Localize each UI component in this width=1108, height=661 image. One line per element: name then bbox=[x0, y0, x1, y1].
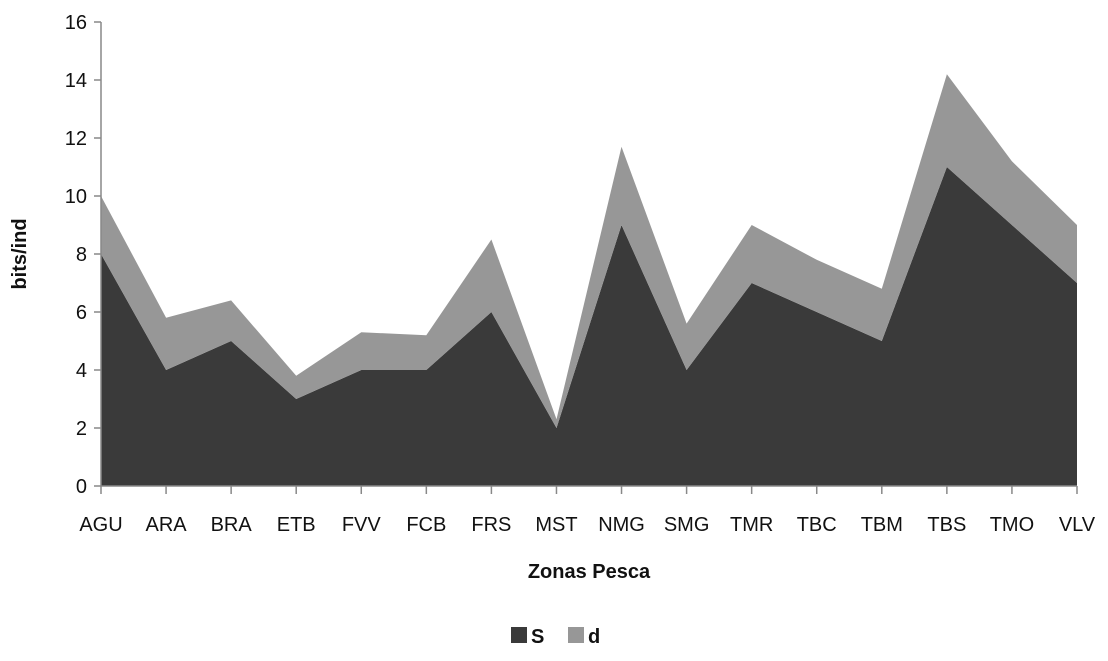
x-tick-label: TMO bbox=[990, 514, 1034, 536]
x-tick-label: ARA bbox=[146, 514, 188, 536]
x-tick-label: FCB bbox=[406, 514, 446, 536]
x-tick-label: NMG bbox=[598, 514, 645, 536]
x-tick-label: TMR bbox=[730, 514, 773, 536]
y-tick-label: 2 bbox=[76, 418, 87, 440]
y-tick-label: 4 bbox=[76, 360, 87, 382]
y-tick-label: 10 bbox=[65, 186, 87, 208]
x-tick-label: TBM bbox=[861, 514, 903, 536]
x-axis-title: Zonas Pesca bbox=[528, 561, 651, 583]
y-tick-label: 14 bbox=[65, 70, 87, 92]
x-tick-label: MST bbox=[535, 514, 577, 536]
y-tick-label: 8 bbox=[76, 244, 87, 266]
y-tick-label: 6 bbox=[76, 302, 87, 324]
x-tick-label: TBC bbox=[797, 514, 837, 536]
y-tick-label: 12 bbox=[65, 128, 87, 150]
y-axis-title: bits/ind bbox=[9, 218, 31, 289]
legend-swatch-d bbox=[568, 627, 584, 643]
x-tick-label: TBS bbox=[927, 514, 966, 536]
x-tick-label: FRS bbox=[471, 514, 511, 536]
legend-label-S: S bbox=[531, 626, 544, 648]
x-tick-label: BRA bbox=[211, 514, 253, 536]
legend-swatch-S bbox=[511, 627, 527, 643]
y-tick-label: 16 bbox=[65, 12, 87, 34]
x-tick-label: SMG bbox=[664, 514, 710, 536]
x-tick-label: VLV bbox=[1059, 514, 1096, 536]
y-tick-label: 0 bbox=[76, 476, 87, 498]
x-tick-label: ETB bbox=[277, 514, 316, 536]
legend-label-d: d bbox=[588, 626, 600, 648]
x-tick-label: FVV bbox=[342, 514, 382, 536]
x-tick-label: AGU bbox=[79, 514, 122, 536]
